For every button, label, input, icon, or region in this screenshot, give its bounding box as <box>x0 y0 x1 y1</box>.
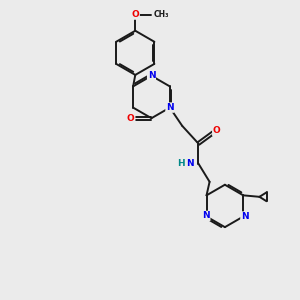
Text: N: N <box>186 159 194 168</box>
Text: N: N <box>202 212 210 220</box>
Text: O: O <box>131 10 139 19</box>
Text: N: N <box>148 71 155 80</box>
Text: H: H <box>178 159 185 168</box>
Text: N: N <box>241 212 248 221</box>
Text: CH₃: CH₃ <box>154 10 170 19</box>
Text: O: O <box>127 114 135 123</box>
Text: N: N <box>166 103 174 112</box>
Text: O: O <box>213 126 220 135</box>
